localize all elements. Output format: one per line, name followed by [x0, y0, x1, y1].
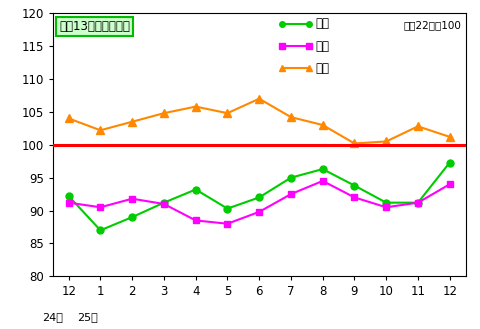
Text: 生産: 生産	[315, 17, 329, 30]
Text: 平成22年＝100: 平成22年＝100	[404, 20, 461, 30]
Text: 在庫: 在庫	[315, 62, 329, 75]
Text: 25年: 25年	[77, 313, 97, 322]
Text: 出荷: 出荷	[315, 39, 329, 53]
Text: 最近13か月間の動き: 最近13か月間の動き	[59, 20, 130, 33]
Text: 24年: 24年	[42, 313, 63, 322]
